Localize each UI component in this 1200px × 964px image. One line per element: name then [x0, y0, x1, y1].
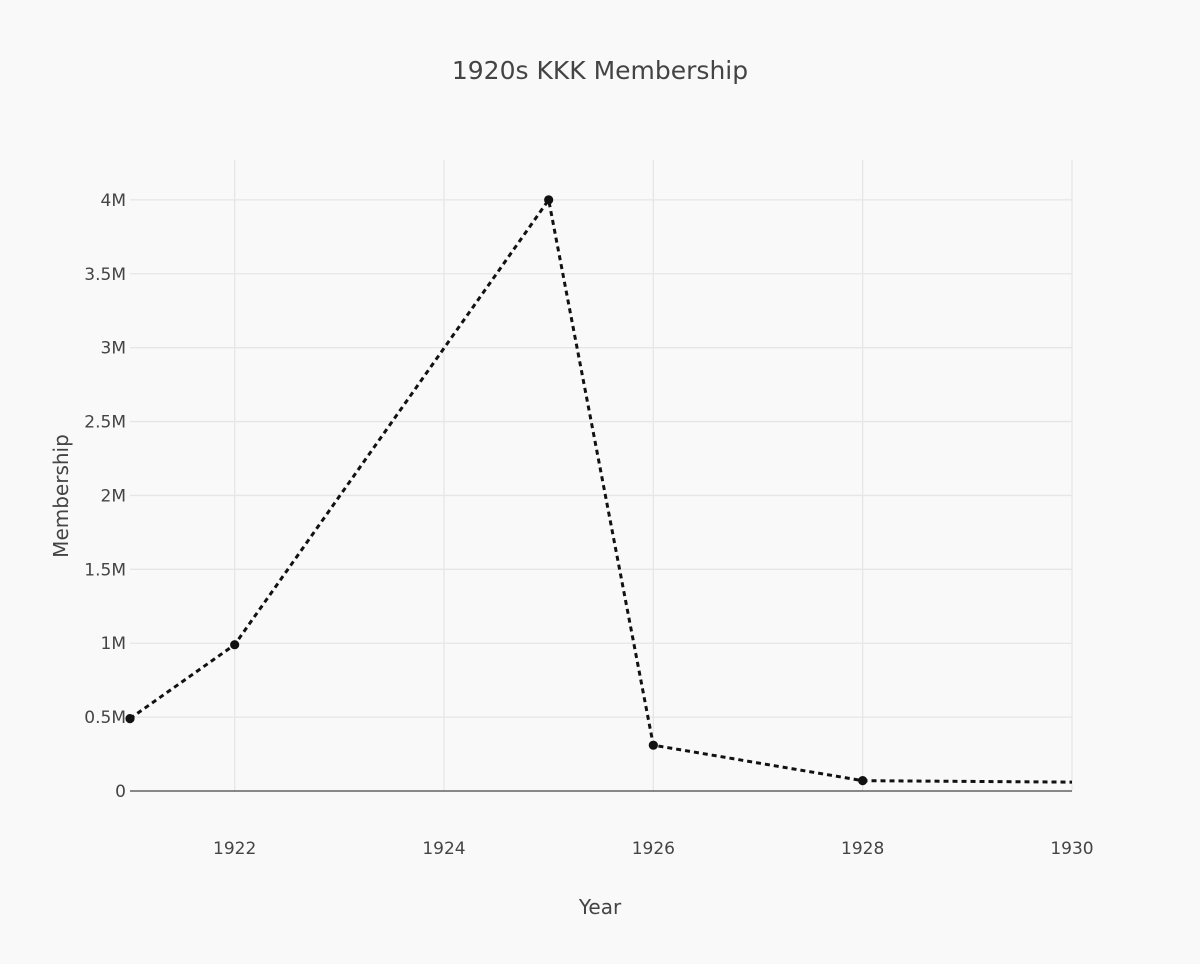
- x-tick-label: 1922: [213, 839, 256, 859]
- y-tick-label: 4M: [101, 191, 126, 211]
- series-line: [129, 196, 1073, 784]
- y-axis-title: Membership: [49, 434, 73, 558]
- y-tick-label: 2M: [101, 486, 126, 506]
- x-tick-label: 1926: [632, 839, 675, 859]
- data-point: [230, 640, 240, 650]
- x-tick-label: 1928: [841, 839, 884, 859]
- y-axis-ticks: 0 0.5M 1M 1.5M 2M 2.5M 3M 3.5M 4M: [84, 191, 126, 802]
- data-point: [544, 195, 554, 205]
- grid: [130, 160, 1073, 791]
- data-point: [125, 713, 135, 724]
- series-group: [125, 195, 1073, 786]
- x-axis-ticks: 1922 1924 1926 1928 1930: [213, 839, 1094, 859]
- y-tick-label: 3.5M: [84, 265, 126, 285]
- y-tick-label: 1.5M: [84, 560, 126, 580]
- x-axis-title: Year: [578, 895, 622, 919]
- y-tick-label: 1M: [101, 634, 126, 654]
- data-point: [648, 740, 658, 750]
- y-tick-label: 0: [115, 782, 126, 802]
- chart-title: 1920s KKK Membership: [452, 56, 748, 85]
- data-point: [858, 776, 868, 786]
- y-tick-label: 3M: [101, 339, 126, 359]
- y-tick-label: 2.5M: [84, 413, 126, 433]
- y-tick-label: 0.5M: [84, 708, 126, 728]
- x-tick-label: 1924: [422, 839, 465, 859]
- x-tick-label: 1930: [1050, 839, 1093, 859]
